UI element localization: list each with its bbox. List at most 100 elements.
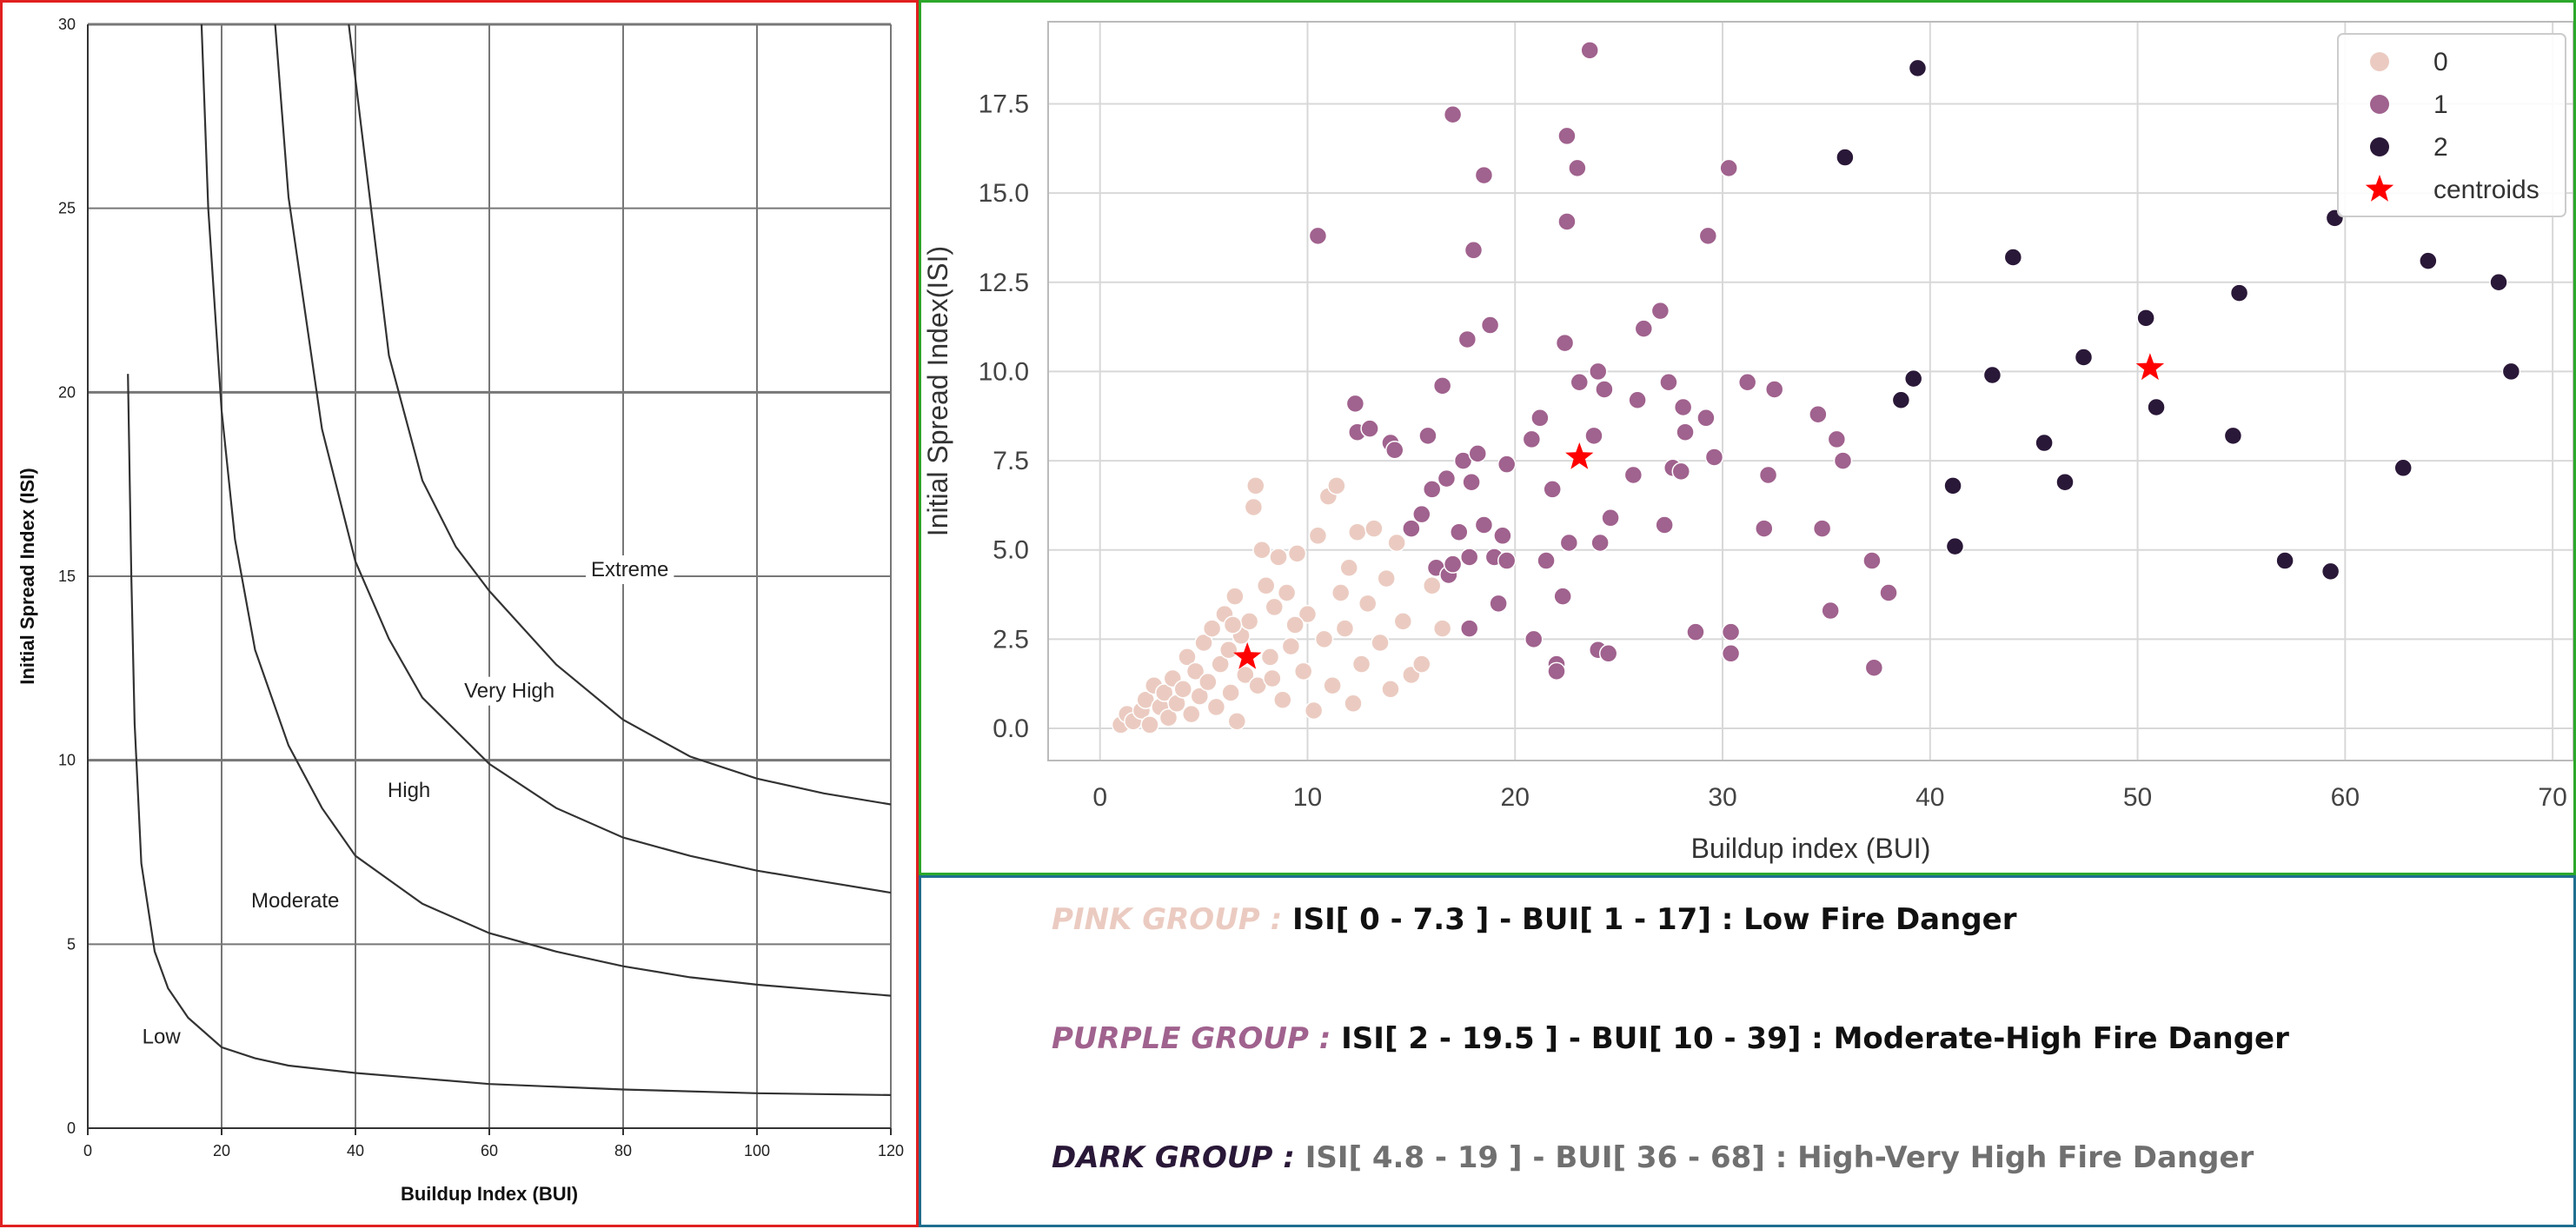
x-tick-label: 20 <box>213 1142 230 1159</box>
cluster-2-point <box>2419 251 2438 270</box>
zone-label-background <box>136 1022 187 1052</box>
cluster-1-point <box>1764 380 1784 399</box>
cluster-0-point <box>1351 654 1371 674</box>
cluster-0-point <box>1182 704 1201 724</box>
cluster-0-point <box>1331 583 1351 602</box>
cluster-0-point <box>1308 526 1328 546</box>
cluster-0-point <box>1281 636 1301 656</box>
cluster-0-point <box>1293 661 1313 681</box>
zone-label: Low <box>143 1026 182 1049</box>
cluster-0-point <box>1432 619 1452 638</box>
cluster-0-point <box>1225 587 1245 606</box>
purple-group-label: PURPLE GROUP : <box>1052 1021 1331 1056</box>
cluster-1-point <box>1530 409 1550 428</box>
cluster-1-point <box>1462 472 1481 492</box>
cluster-0-point <box>1252 540 1271 560</box>
cluster-0-point <box>1304 701 1324 721</box>
cluster-1-point <box>1468 444 1488 463</box>
cluster-2-point <box>2074 348 2094 367</box>
cluster-1-point <box>1721 644 1741 663</box>
cluster-0-point <box>1206 697 1226 717</box>
cluster-0-point <box>1422 576 1442 595</box>
y-tick-label: 25 <box>58 200 76 217</box>
x-tick-label: 0 <box>1092 783 1107 812</box>
cluster-1-point <box>1755 519 1774 538</box>
x-tick-label: 20 <box>1501 783 1530 812</box>
cluster-0-point <box>1260 648 1280 667</box>
cluster-1-point <box>1464 241 1484 260</box>
cluster-0-point <box>1335 619 1355 638</box>
cluster-0-point <box>1246 476 1265 495</box>
cluster-0-point <box>1348 522 1367 541</box>
cluster-1-point <box>1719 158 1738 178</box>
x-axis-title: Buildup Index (BUI) <box>401 1183 578 1205</box>
cluster-0-point <box>1327 476 1346 495</box>
cluster-1-point <box>1568 158 1587 178</box>
x-tick-label: 40 <box>347 1142 364 1159</box>
y-tick-label: 0.0 <box>993 714 1029 743</box>
danger-curve <box>127 374 891 1096</box>
cluster-0-point <box>1387 533 1406 553</box>
cluster-1-point <box>1634 319 1654 338</box>
cluster-1-point <box>1443 555 1463 574</box>
isi-bui-cluster-scatter: 0 10 20 30 40 50 60 700.02.55.07.510.012.515.01… <box>922 21 2574 864</box>
cluster-1-point <box>1809 404 1828 424</box>
cluster-1-point <box>1402 519 1421 538</box>
y-tick-label: 15 <box>58 568 76 585</box>
pink-group-summary: PINK GROUP : ISI[ 0 - 7.3 ] - BUI[ 1 - 1… <box>1052 902 2016 937</box>
centroid-star <box>2135 353 2165 381</box>
cluster-1-point <box>1721 622 1741 641</box>
cluster-0-point <box>1211 654 1230 674</box>
cluster-1-point <box>1443 105 1463 124</box>
legend-box <box>2337 33 2566 217</box>
cluster-2-point <box>2147 397 2166 417</box>
legend-label: 2 <box>2433 133 2448 162</box>
cluster-0-point <box>1364 519 1384 538</box>
cluster-1-point <box>1659 372 1678 392</box>
cluster-0-point <box>1239 612 1259 631</box>
cluster-0-point <box>1277 583 1297 602</box>
cluster-2-point <box>2229 283 2249 302</box>
cluster-1-point <box>1862 551 1882 570</box>
y-tick-label: 20 <box>58 383 76 401</box>
cluster-1-point <box>1412 504 1431 524</box>
x-tick-label: 60 <box>481 1142 498 1159</box>
cluster-1-point <box>1555 333 1575 353</box>
cluster-2-point <box>1903 369 1923 389</box>
cluster-1-point <box>1589 362 1608 382</box>
legend-marker <box>2370 52 2389 71</box>
cluster-summary-panel: PINK GROUP : ISI[ 0 - 7.3 ] - BUI[ 1 - 1… <box>919 875 2576 1227</box>
cluster-1-point <box>1833 451 1853 470</box>
cluster-scatter-chart: 0 10 20 30 40 50 60 70 0.0 2.5 5.0 7.5 10.0 12.5 15.0 1… <box>919 0 2576 875</box>
cluster-1-point <box>1437 468 1457 488</box>
dark-group-ranges: ISI[ 4.8 - 19 ] - BUI[ 36 - 68] : High-V… <box>1305 1140 2254 1175</box>
cluster-1-point <box>1570 372 1590 392</box>
y-tick-label: 15.0 <box>979 179 1029 208</box>
zone-label: High <box>388 779 430 802</box>
cluster-1-point <box>1497 455 1517 474</box>
zone-label-background <box>382 776 436 805</box>
cluster-1-point <box>1497 551 1517 570</box>
cluster-0-point <box>1154 683 1174 702</box>
fire-danger-curves-plot: 0 5 10 15 20 25 30 0 20 40 60 80 100 120 Low Moderate Hi… <box>17 16 904 1205</box>
cluster-1-point <box>1879 583 1898 602</box>
x-tick-label: 120 <box>878 1142 904 1159</box>
cluster-1-point <box>1623 465 1643 485</box>
cluster-1-point <box>1432 376 1452 395</box>
cluster-0-point <box>1218 640 1238 660</box>
x-axis-title: Buildup index (BUI) <box>1691 833 1931 864</box>
cluster-0-point <box>1269 548 1288 567</box>
cluster-1-point <box>1489 594 1508 614</box>
dark-group-label: DARK GROUP : <box>1052 1140 1295 1175</box>
cluster-1-point <box>1827 429 1847 449</box>
cluster-1-point <box>1450 522 1469 541</box>
cluster-2-point <box>2223 426 2243 446</box>
cluster-1-point <box>1758 465 1778 485</box>
cluster-1-point <box>1601 508 1620 528</box>
cluster-2-point <box>1891 390 1911 410</box>
cluster-1-point <box>1580 41 1599 60</box>
cluster-0-point <box>1256 576 1276 595</box>
y-axis-title: Initial Spread Index (ISI) <box>17 468 38 684</box>
cluster-0-point <box>1371 633 1390 653</box>
x-tick-label: 30 <box>1708 783 1736 812</box>
